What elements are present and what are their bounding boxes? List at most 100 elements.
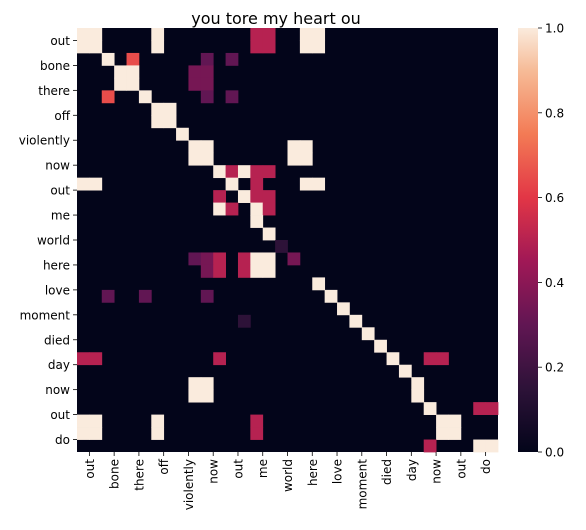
heatmap-cell bbox=[473, 402, 487, 415]
y-tick-label: now bbox=[45, 383, 70, 397]
heatmap-cell bbox=[225, 202, 239, 216]
heatmap-cell bbox=[436, 352, 449, 366]
heatmap-cell bbox=[337, 302, 350, 316]
colorbar-tick-label: 0.0 bbox=[545, 446, 564, 460]
heatmap-cell bbox=[262, 264, 276, 278]
heatmap-cell bbox=[398, 364, 412, 378]
x-tick-label: there bbox=[132, 459, 146, 491]
heatmap-cell bbox=[126, 77, 140, 91]
y-tick-label: out bbox=[50, 184, 70, 198]
x-tick-label: now bbox=[207, 459, 221, 484]
heatmap-cell bbox=[188, 152, 202, 166]
heatmap-cell bbox=[213, 264, 226, 278]
heatmap-cell bbox=[287, 152, 301, 166]
heatmap-cell bbox=[485, 402, 499, 415]
heatmap-cell bbox=[262, 165, 276, 179]
heatmap-cell bbox=[101, 289, 115, 303]
heatmap-cell bbox=[200, 252, 214, 266]
heatmap-cell bbox=[262, 252, 276, 266]
heatmap-cell bbox=[151, 102, 165, 116]
x-axis: out bone there off violently now out me world her… bbox=[83, 452, 493, 510]
heatmap-cell bbox=[411, 389, 425, 403]
colorbar-tick-label: 0.6 bbox=[545, 191, 564, 205]
heatmap-cell bbox=[200, 389, 214, 403]
heatmap-cell bbox=[200, 264, 214, 278]
colorbar-gradient bbox=[518, 28, 538, 452]
colorbar-tick-label: 0.8 bbox=[545, 106, 564, 120]
heatmap-cell bbox=[188, 65, 202, 79]
heatmap-cell bbox=[250, 252, 264, 266]
heatmap-cell bbox=[262, 28, 276, 41]
heatmap-cell bbox=[237, 264, 251, 278]
heatmap-cell bbox=[188, 77, 202, 91]
heatmap-cell bbox=[299, 140, 313, 154]
heatmap-cell bbox=[250, 414, 264, 428]
heatmap-cell bbox=[89, 427, 103, 440]
heatmap-cell bbox=[213, 165, 226, 179]
heatmap-cell bbox=[188, 389, 202, 403]
y-tick-label: died bbox=[44, 333, 70, 347]
heatmap-cell bbox=[89, 40, 103, 54]
heatmap-cell bbox=[225, 177, 239, 191]
y-tick-label: day bbox=[48, 358, 70, 372]
heatmap-cell bbox=[436, 427, 449, 440]
x-tick-label: day bbox=[405, 459, 419, 481]
heatmap-cell bbox=[312, 28, 326, 41]
heatmap-cell bbox=[213, 202, 226, 216]
heatmap-cell bbox=[287, 252, 301, 266]
heatmap-cell bbox=[77, 352, 90, 366]
heatmap-cell bbox=[312, 40, 326, 54]
heatmap-cell bbox=[262, 202, 276, 216]
heatmap-cell bbox=[250, 28, 264, 41]
heatmap-cell bbox=[138, 90, 152, 104]
y-tick-label: me bbox=[51, 209, 70, 223]
heatmap-cell bbox=[126, 52, 140, 66]
heatmap-cell bbox=[275, 240, 288, 253]
heatmap-cell bbox=[151, 115, 165, 129]
heatmap-cell bbox=[312, 277, 326, 291]
heatmap-cell bbox=[312, 177, 326, 191]
heatmap-cell bbox=[138, 289, 152, 303]
heatmap-cell bbox=[299, 177, 313, 191]
heatmap-cell bbox=[349, 314, 363, 328]
y-tick-label: now bbox=[45, 159, 70, 173]
heatmap-cell bbox=[188, 252, 202, 266]
heatmap-cell bbox=[126, 65, 140, 79]
colorbar-tick-label: 0.2 bbox=[545, 361, 564, 375]
heatmap-cell bbox=[250, 427, 264, 440]
x-tick-label: here bbox=[306, 459, 320, 486]
x-tick-label: me bbox=[256, 459, 270, 478]
heatmap-cell bbox=[225, 52, 239, 66]
y-tick-label: moment bbox=[20, 308, 71, 322]
heatmap-cell bbox=[200, 65, 214, 79]
heatmap-cell bbox=[200, 289, 214, 303]
heatmap-cell bbox=[89, 177, 103, 191]
heatmap-cell bbox=[250, 165, 264, 179]
x-tick-label: world bbox=[281, 459, 295, 492]
x-tick-label: died bbox=[380, 459, 394, 485]
heatmap-cell bbox=[188, 140, 202, 154]
heatmap-cell bbox=[213, 190, 226, 203]
x-tick-label: bone bbox=[108, 459, 122, 489]
heatmap-cell bbox=[262, 40, 276, 54]
x-tick-label: off bbox=[157, 458, 171, 474]
heatmap-cell bbox=[89, 352, 103, 366]
heatmap-cell bbox=[250, 190, 264, 203]
heatmap-cell bbox=[250, 264, 264, 278]
heatmap-cell bbox=[324, 289, 338, 303]
x-tick-label: now bbox=[430, 459, 444, 484]
heatmap-cell bbox=[237, 165, 251, 179]
heatmap-plot-area bbox=[77, 28, 499, 453]
heatmap-cell bbox=[163, 102, 177, 116]
heatmap-cell bbox=[299, 40, 313, 54]
heatmap-cell bbox=[250, 202, 264, 216]
heatmap-cell bbox=[77, 414, 90, 428]
heatmap-cell bbox=[287, 140, 301, 154]
heatmap-cell bbox=[151, 28, 165, 41]
y-tick-label: off bbox=[54, 109, 70, 123]
heatmap-cell bbox=[374, 339, 387, 353]
heatmap-cell bbox=[151, 414, 165, 428]
heatmap-cell bbox=[423, 402, 437, 415]
heatmap-cell bbox=[250, 177, 264, 191]
